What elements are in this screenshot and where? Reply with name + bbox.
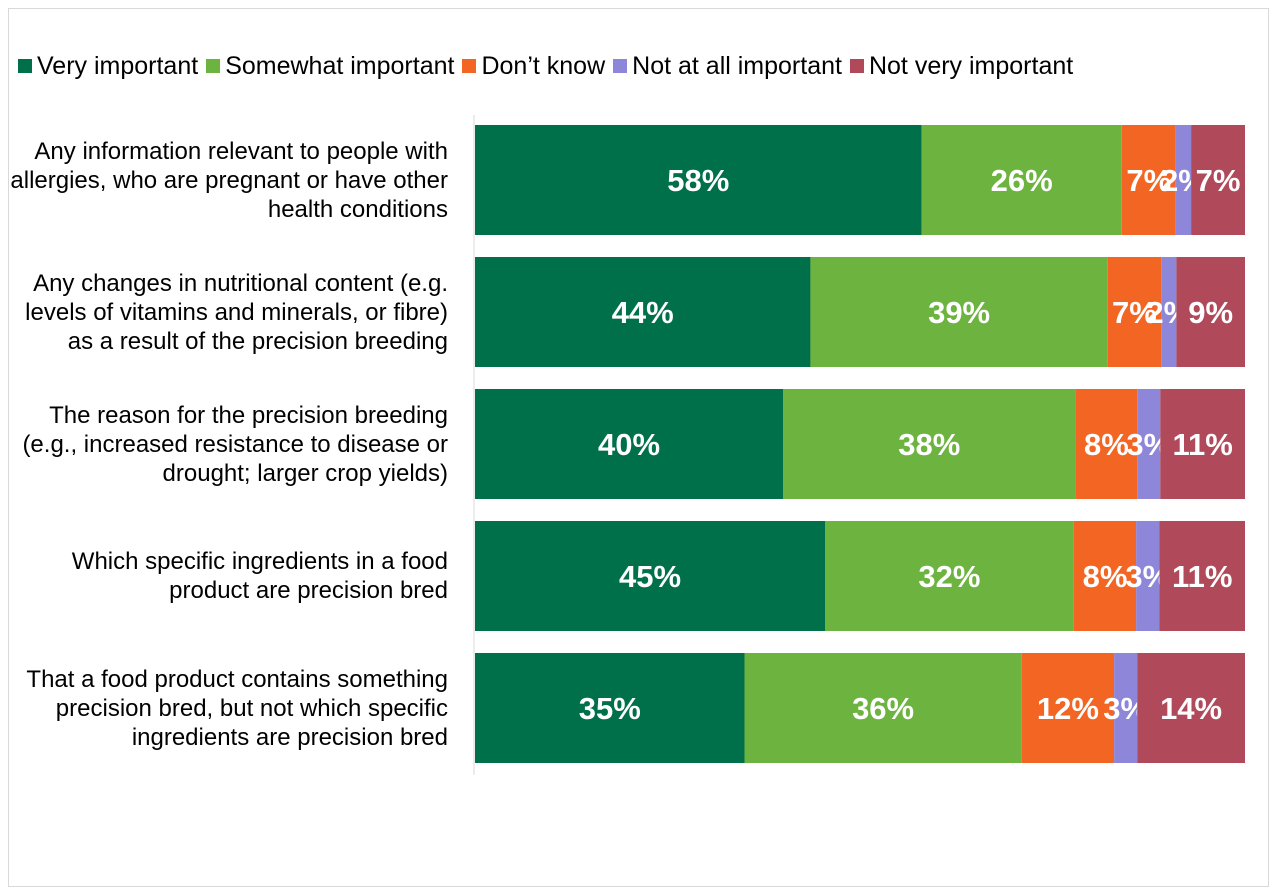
bar-segment	[475, 653, 745, 763]
legend-label: Not at all important	[632, 51, 842, 80]
bar-segment	[1161, 257, 1177, 367]
bar-segment	[1176, 257, 1245, 367]
bar-segment	[825, 521, 1074, 631]
bar-segment	[1114, 653, 1138, 763]
data-label: 7%	[1112, 295, 1157, 330]
bar-segment	[1137, 389, 1161, 499]
data-label: 32%	[918, 559, 980, 594]
data-label: 8%	[1083, 559, 1128, 594]
data-label: 7%	[1126, 163, 1171, 198]
bar-segment	[744, 653, 1022, 763]
bar-segment	[1107, 257, 1162, 367]
category-label-text: The reason for the precision breeding (e…	[22, 401, 448, 487]
data-label: 14%	[1160, 691, 1222, 726]
legend-label: Somewhat important	[225, 51, 455, 80]
data-label: 40%	[598, 427, 660, 462]
bar-segment	[1075, 389, 1138, 499]
bar-segment	[1137, 653, 1245, 763]
category-label: That a food product contains something p…	[0, 643, 448, 773]
legend-item: Somewhat important	[206, 52, 454, 81]
bar-segment	[1159, 521, 1245, 631]
category-label: Which specific ingredients in a food pro…	[0, 511, 448, 641]
data-label: 26%	[991, 163, 1053, 198]
bar-segment	[810, 257, 1108, 367]
data-label: 8%	[1084, 427, 1129, 462]
data-label: 9%	[1188, 295, 1233, 330]
category-label-text: That a food product contains something p…	[26, 665, 448, 751]
legend-item: Not very important	[849, 51, 1074, 81]
bar-segment	[1121, 125, 1176, 235]
legend-item: Very important	[18, 52, 198, 81]
bar-segment	[1021, 653, 1115, 763]
legend-label: Don’t know	[481, 51, 606, 80]
data-label: 11%	[1172, 427, 1232, 462]
data-label: 11%	[1172, 559, 1232, 594]
bar-segment	[1073, 521, 1137, 631]
data-label: 7%	[1196, 163, 1241, 198]
data-label: 39%	[928, 295, 990, 330]
bar-segment	[475, 257, 811, 367]
bar-segment	[475, 389, 783, 499]
legend-label: Very important	[37, 51, 199, 80]
category-label: Any information relevant to people with …	[0, 115, 448, 245]
category-label-text: Which specific ingredients in a food pro…	[71, 548, 448, 604]
bar-segment	[475, 125, 922, 235]
legend-label: Not very important	[868, 51, 1074, 80]
data-label: 58%	[667, 163, 729, 198]
data-label: 35%	[579, 691, 641, 726]
data-label: 12%	[1037, 691, 1099, 726]
legend-swatch	[206, 59, 221, 73]
legend-item: Not at all important	[613, 52, 842, 81]
bar-segment	[783, 389, 1076, 499]
legend-swatch	[462, 59, 477, 73]
data-label: 45%	[619, 559, 681, 594]
bar-segment	[1191, 125, 1245, 235]
bar-segment	[1175, 125, 1192, 235]
data-label: 44%	[612, 295, 674, 330]
category-label-text: Any changes in nutritional content (e.g.…	[25, 269, 448, 355]
category-label: Any changes in nutritional content (e.g.…	[0, 247, 448, 377]
category-label: The reason for the precision breeding (e…	[0, 379, 448, 509]
legend-swatch	[18, 59, 32, 73]
chart-legend: Very important Somewhat important Don’t kn…	[18, 50, 1081, 82]
bar-segment	[1160, 389, 1245, 499]
bar-segment	[475, 521, 825, 631]
data-label: 36%	[852, 691, 914, 726]
bar-segment	[921, 125, 1122, 235]
chart-frame	[8, 8, 1269, 887]
legend-swatch	[613, 59, 628, 73]
legend-swatch	[849, 59, 864, 73]
legend-item: Don’t know	[462, 52, 605, 81]
data-label: 38%	[898, 427, 960, 462]
bar-segment	[1136, 521, 1160, 631]
category-label-text: Any information relevant to people with …	[10, 137, 448, 223]
